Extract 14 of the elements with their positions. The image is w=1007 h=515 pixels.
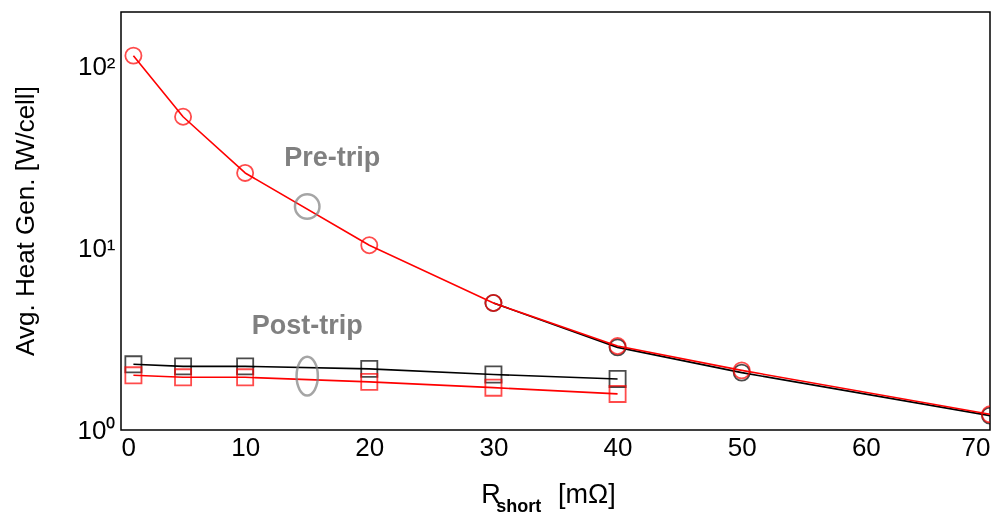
y-axis-title: Avg. Heat Gen. [W/cell]	[10, 86, 40, 356]
annotation: Post-trip	[251, 310, 363, 341]
x-tick-label: 70	[961, 431, 991, 462]
x-tick-label: 60	[851, 431, 881, 462]
y-tick-label: 10⁰	[77, 414, 116, 445]
x-tick-label: 30	[479, 431, 509, 462]
x-tick-label: 0	[121, 431, 136, 462]
x-tick-label: 50	[727, 431, 757, 462]
x-tick-label: 20	[355, 431, 385, 462]
x-tick-label: 40	[603, 431, 633, 462]
y-tick-label: 10²	[77, 51, 116, 82]
annotation: Pre-trip	[284, 142, 381, 173]
y-tick-label: 10¹	[77, 232, 116, 263]
x-tick-label: 10	[231, 431, 261, 462]
